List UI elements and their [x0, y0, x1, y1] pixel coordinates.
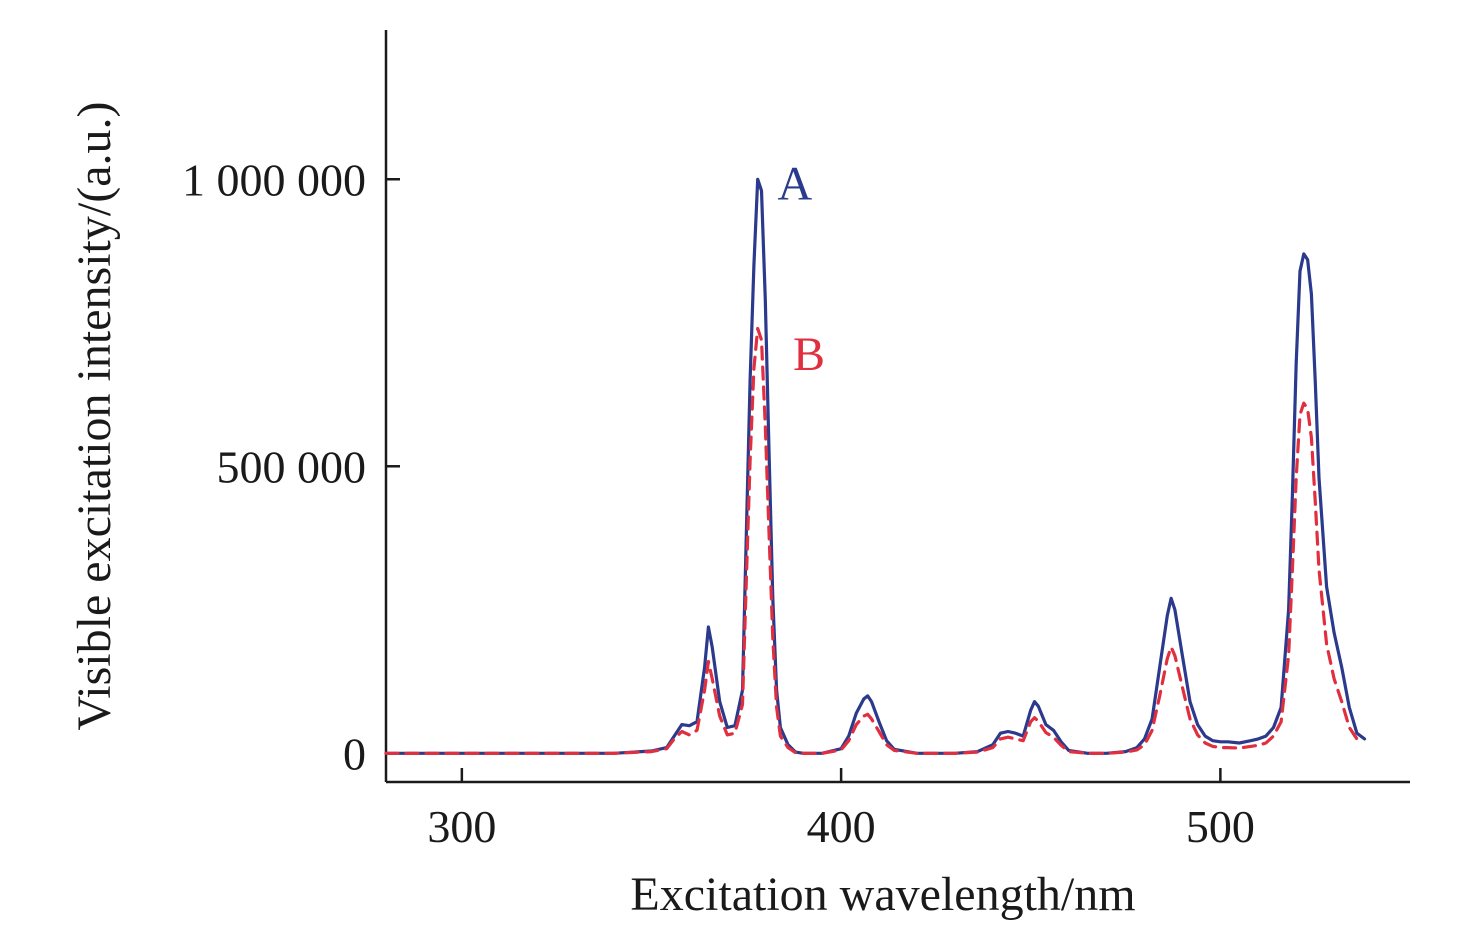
series-line-a	[384, 177, 1367, 755]
series-label-a: A	[777, 157, 812, 210]
y-tick-label: 0	[343, 728, 366, 779]
x-tick-label: 500	[1186, 801, 1255, 852]
tick-group: 300 400 500 0 500 000 1 000 000	[182, 154, 1255, 852]
series-line-b	[384, 326, 1359, 755]
x-tick-label: 300	[427, 801, 496, 852]
x-axis-title: Excitation wavelength/nm	[630, 868, 1135, 921]
series-label-group: AB	[777, 157, 825, 381]
y-tick-label: 1 000 000	[182, 154, 366, 205]
y-axis-title: Visible excitation intensity/(a.u.)	[68, 102, 121, 731]
series-label-b: B	[793, 328, 825, 381]
x-tick-label: 400	[807, 801, 876, 852]
y-tick-label: 500 000	[217, 441, 367, 492]
series-group	[384, 177, 1367, 755]
